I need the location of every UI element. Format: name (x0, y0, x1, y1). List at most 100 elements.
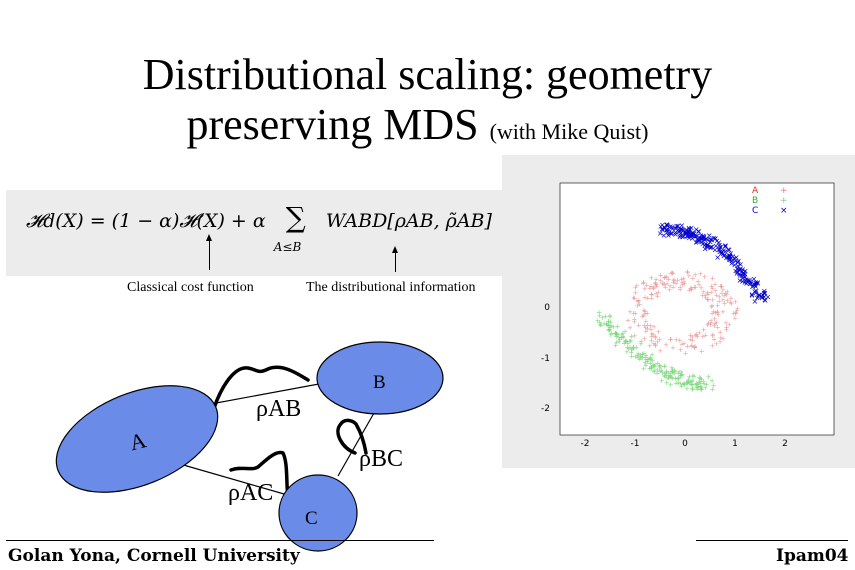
point-b: + (612, 330, 618, 338)
legend: A B C + + × (752, 186, 788, 216)
point-a: + (643, 318, 649, 326)
point-a: + (728, 295, 734, 303)
node-c-label: C (305, 508, 318, 529)
point-a: + (718, 283, 724, 291)
point-b: + (670, 368, 676, 376)
point-a: + (719, 282, 725, 290)
point-c: × (706, 231, 713, 240)
point-b: + (606, 325, 612, 333)
title-credit: (with Mike Quist) (489, 119, 649, 144)
point-a: + (678, 346, 684, 354)
point-c: × (707, 243, 714, 252)
point-a: + (648, 274, 654, 282)
point-a: + (690, 333, 696, 341)
point-a: + (635, 297, 641, 305)
point-b: + (678, 371, 684, 379)
point-b: + (643, 356, 649, 364)
point-a: + (640, 312, 646, 320)
point-c: × (677, 231, 684, 240)
point-b: + (624, 348, 630, 356)
point-c: × (708, 235, 715, 244)
point-b: + (682, 381, 688, 389)
point-c: × (687, 230, 694, 239)
point-a: + (643, 324, 649, 332)
point-b: + (622, 328, 628, 336)
point-b: + (693, 380, 699, 388)
point-c: × (701, 241, 708, 250)
point-c: × (747, 280, 754, 289)
point-b: + (596, 312, 602, 320)
point-c: × (704, 240, 711, 249)
point-b: + (598, 321, 604, 329)
point-a: + (686, 272, 692, 280)
point-a: + (712, 319, 718, 327)
point-b: + (693, 381, 699, 389)
point-c: × (693, 238, 700, 247)
point-b: + (690, 386, 696, 394)
point-c: × (699, 234, 706, 243)
point-a: + (692, 344, 698, 352)
point-c: × (739, 277, 746, 286)
node-b-label: B (373, 372, 386, 393)
point-a: + (640, 280, 646, 288)
point-b: + (609, 329, 615, 337)
point-c: × (734, 269, 741, 278)
point-a: + (728, 300, 734, 308)
point-a: + (692, 343, 698, 351)
point-b: + (605, 321, 611, 329)
point-b: + (685, 378, 691, 386)
point-c: × (736, 276, 743, 285)
point-a: + (662, 274, 668, 282)
point-c: × (695, 227, 702, 236)
point-c: × (755, 292, 762, 301)
point-a: + (664, 273, 670, 281)
point-a: + (708, 317, 714, 325)
point-c: × (669, 223, 676, 232)
point-a: + (654, 338, 660, 346)
point-c: × (712, 234, 719, 243)
point-b: + (667, 372, 673, 380)
point-a: + (670, 270, 676, 278)
point-c: × (663, 220, 670, 229)
point-b: + (686, 378, 692, 386)
point-a: + (705, 290, 711, 298)
point-c: × (664, 228, 671, 237)
point-a: + (698, 284, 704, 292)
point-c: × (723, 254, 730, 263)
point-a: + (719, 290, 725, 298)
point-c: × (700, 234, 707, 243)
node-c (278, 474, 358, 552)
point-b: + (615, 322, 621, 330)
point-a: + (712, 309, 718, 317)
point-b: + (650, 362, 656, 370)
point-a: + (642, 335, 648, 343)
point-c: × (753, 289, 760, 298)
point-c: × (675, 225, 682, 234)
point-c: × (754, 278, 761, 287)
y-tick-0: 0 (544, 303, 550, 313)
point-c: × (659, 225, 666, 234)
point-a: + (720, 335, 726, 343)
point-b: + (695, 384, 701, 392)
point-c: × (694, 231, 701, 240)
point-c: × (675, 222, 682, 231)
point-a: + (727, 298, 733, 306)
point-a: + (632, 284, 638, 292)
point-b: + (635, 350, 641, 358)
point-a: + (668, 270, 674, 278)
point-b: + (631, 345, 637, 353)
point-c: × (721, 251, 728, 260)
series-c-points: ××××××××××××××××××××××××××××××××××××××××… (657, 220, 771, 306)
point-a: + (724, 288, 730, 296)
point-c: × (759, 292, 766, 301)
point-a: + (644, 309, 650, 317)
point-b: + (640, 354, 646, 362)
point-a: + (681, 275, 687, 283)
point-c: × (738, 271, 745, 280)
point-c: × (722, 247, 729, 256)
point-c: × (677, 232, 684, 241)
point-b: + (650, 357, 656, 365)
point-b: + (679, 371, 685, 379)
point-b: + (629, 332, 635, 340)
edge-bc (337, 405, 379, 477)
